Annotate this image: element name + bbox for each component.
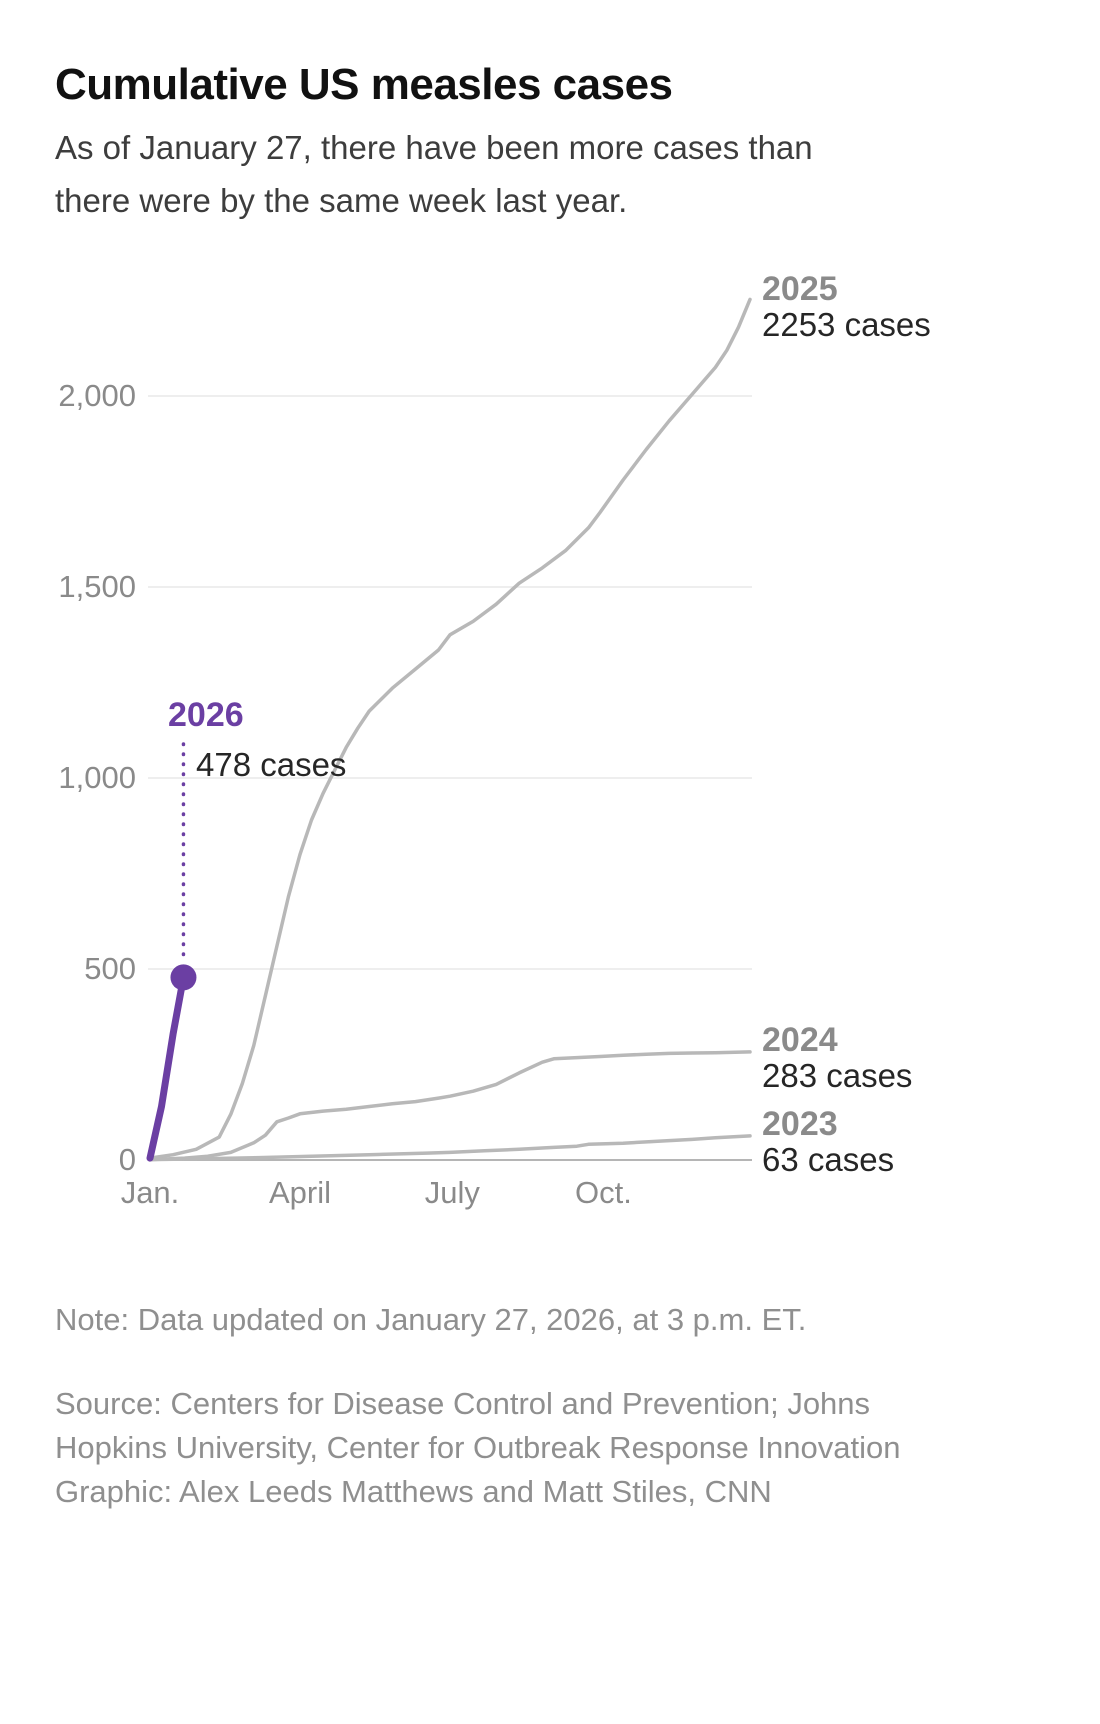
x-tick-label: July <box>425 1175 481 1210</box>
series-year-2026: 2026 <box>168 696 244 734</box>
series-value-2024: 283 cases <box>762 1056 913 1094</box>
series-line-2023 <box>148 1134 752 1162</box>
series-label-2025: 2025 2253 cases <box>762 270 931 343</box>
series-year-2024: 2024 <box>762 1021 838 1059</box>
series-line-2026 <box>146 973 187 1162</box>
series-value-2026: 478 cases <box>196 745 347 783</box>
x-tick-label: April <box>269 1175 331 1210</box>
y-tick-label: 2,000 <box>58 378 136 413</box>
x-tick-label: Jan. <box>121 1175 180 1210</box>
y-tick-label: 1,500 <box>58 569 136 604</box>
page-subtitle: As of January 27, there have been more c… <box>55 129 813 219</box>
series-value-2023: 63 cases <box>762 1140 895 1178</box>
y-tick-label: 500 <box>84 951 136 986</box>
current-point-marker <box>170 964 197 991</box>
y-tick-label: 1,000 <box>58 760 136 795</box>
x-tick-label: Oct. <box>575 1175 632 1210</box>
series-value-2025: 2253 cases <box>762 305 931 343</box>
series-year-2025: 2025 <box>762 270 838 308</box>
series-line-2024 <box>148 1050 752 1162</box>
y-tick-label: 0 <box>119 1142 136 1177</box>
series-label-2023: 2023 63 cases <box>762 1105 895 1178</box>
page-title: Cumulative US measles cases <box>55 60 673 109</box>
series-label-2026: 2026 478 cases <box>168 696 347 783</box>
series-year-2023: 2023 <box>762 1105 838 1143</box>
note-text: Note: Data updated on January 27, 2026, … <box>55 1302 807 1337</box>
source-text: Source: Centers for Disease Control and … <box>55 1386 901 1465</box>
series-label-2024: 2024 283 cases <box>762 1021 913 1094</box>
credit-text: Graphic: Alex Leeds Matthews and Matt St… <box>55 1474 772 1509</box>
chart-footer: Note: Data updated on January 27, 2026, … <box>55 1298 960 1514</box>
